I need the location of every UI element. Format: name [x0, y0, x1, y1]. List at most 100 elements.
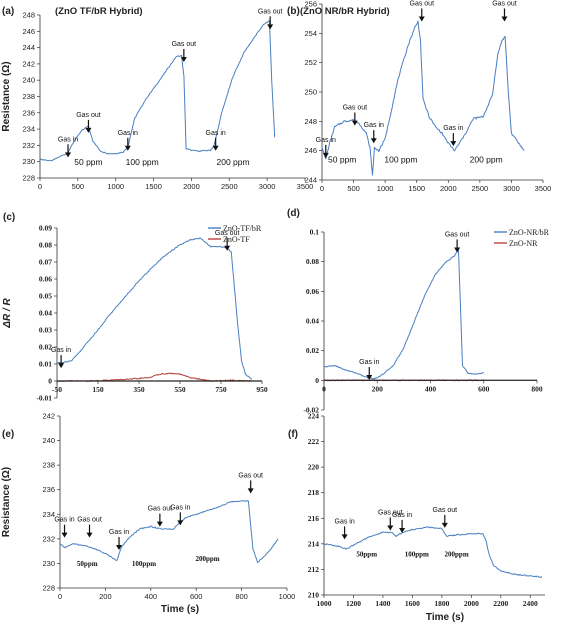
- x-tick-label: 2000: [440, 184, 457, 193]
- y-tick-label: 246: [304, 146, 317, 155]
- y-tick-label: 240: [42, 436, 55, 445]
- annotation-label: Gas out: [258, 8, 283, 15]
- panel-label: (e): [2, 429, 14, 440]
- legend-label: ZnO-TF: [223, 235, 250, 244]
- concentration-label: 200 ppm: [470, 154, 503, 164]
- x-tick-label: 400: [425, 384, 437, 393]
- x-tick-label: 350: [133, 385, 145, 394]
- y-tick-label: 0.1: [310, 228, 320, 237]
- x-tick-label: 1000: [377, 184, 394, 193]
- y-tick-label: 246: [22, 27, 35, 36]
- y-tick-label: 236: [42, 485, 55, 494]
- y-tick-label: 222: [308, 437, 320, 446]
- x-tick-label: 150: [92, 385, 104, 394]
- x-tick-label: 1200: [346, 599, 361, 608]
- arrow-head: [124, 145, 131, 151]
- y-tick-label: 252: [304, 58, 317, 67]
- annotation-label: Gas in: [51, 347, 71, 354]
- arrow-head: [387, 525, 394, 531]
- y-tick-label: 232: [22, 141, 35, 150]
- y-tick-label: -0.02: [303, 406, 319, 415]
- concentration-label: 100ppm: [132, 560, 156, 568]
- y-tick-label: 244: [22, 43, 35, 52]
- x-tick-label: 500: [72, 182, 85, 191]
- x-tick-label: 0: [320, 184, 324, 193]
- x-tick-label: 600: [478, 384, 490, 393]
- y-tick-label: 0.09: [39, 224, 52, 233]
- x-tick-label: 2000: [464, 599, 479, 608]
- annotation-label: Gas in: [392, 512, 412, 519]
- y-tick-label: 256: [304, 0, 317, 9]
- y-tick-label: 248: [304, 117, 317, 126]
- y-tick-label: 210: [308, 591, 320, 600]
- y-tick-label: 238: [42, 461, 55, 470]
- y-tick-label: 0.06: [306, 287, 319, 296]
- concentration-label: 50 ppm: [74, 157, 102, 167]
- x-tick-label: 500: [347, 184, 360, 193]
- annotation-label: Gas out: [410, 0, 435, 7]
- x-tick-label: 800: [235, 592, 248, 601]
- panel-label: (f): [288, 429, 298, 440]
- y-axis-label: Resistance (Ω): [1, 467, 12, 537]
- annotation-label: Gas in: [170, 504, 190, 511]
- y-tick-label: 234: [42, 510, 55, 519]
- y-tick-label: 234: [22, 125, 35, 134]
- x-tick-label: 3000: [503, 184, 520, 193]
- x-tick-label: 1000: [279, 592, 296, 601]
- annotation-label: Gas out: [215, 230, 240, 237]
- x-tick-label: 600: [190, 592, 203, 601]
- x-axis-label: Time (s): [426, 612, 464, 623]
- concentration-label: 200ppm: [445, 551, 469, 559]
- series-line: [39, 20, 276, 162]
- y-axis-label: Resistance (Ω): [1, 61, 12, 131]
- annotation-label: Gas out: [238, 472, 263, 479]
- y-tick-label: 0.03: [39, 326, 52, 335]
- annotation-label: Gas in: [109, 529, 129, 536]
- panel-label: (c): [3, 212, 15, 223]
- arrow-head: [351, 120, 358, 126]
- y-tick-label: 248: [22, 11, 35, 20]
- concentration-label: 100ppm: [405, 551, 429, 559]
- annotation-label: Gas in: [58, 136, 78, 143]
- arrow-head: [370, 138, 377, 144]
- annotation-label: Gas out: [378, 509, 403, 516]
- concentration-label: 200ppm: [195, 555, 219, 563]
- concentration-label: 50 ppm: [328, 154, 356, 164]
- x-tick-label: 3000: [259, 182, 276, 191]
- y-tick-label: 228: [22, 174, 35, 183]
- annotation-label: Gas out: [492, 0, 517, 7]
- y-tick-label: 0: [315, 376, 319, 385]
- annotation-label: Gas out: [76, 112, 101, 119]
- x-tick-label: 750: [215, 385, 227, 394]
- x-tick-label: 800: [531, 384, 543, 393]
- arrow-head: [366, 375, 373, 381]
- y-tick-label: 0: [48, 377, 52, 386]
- panel-label: (d): [287, 208, 300, 219]
- arrow-head: [85, 127, 92, 133]
- concentration-label: 50ppm: [77, 560, 98, 568]
- y-tick-label: 228: [42, 584, 55, 593]
- y-tick-label: 242: [22, 59, 35, 68]
- arrow-head: [61, 532, 68, 538]
- x-tick-label: 3500: [535, 184, 552, 193]
- series-line: [323, 526, 543, 578]
- panel-e: (e) 228 230 232 234 236 238 240 242 0 200 400 600 800…: [1, 412, 295, 616]
- arrow-head: [267, 24, 274, 30]
- y-tick-label: 0.02: [39, 343, 52, 352]
- arrow-head: [247, 488, 254, 494]
- y-tick-label: -0.01: [36, 394, 52, 403]
- legend-label: ZnO-NR/bR: [509, 228, 550, 237]
- y-tick-label: 0.08: [306, 257, 319, 266]
- panel-label: (a): [2, 6, 14, 17]
- arrow-head: [399, 528, 406, 534]
- arrow-head: [86, 532, 93, 538]
- y-axis-label: ΔR / R: [2, 297, 13, 328]
- annotation-label: Gas out: [343, 105, 368, 112]
- concentration-label: 50ppm: [356, 551, 377, 559]
- y-tick-label: 244: [304, 176, 317, 185]
- y-tick-label: 232: [42, 534, 55, 543]
- x-tick-label: 1500: [145, 182, 162, 191]
- y-tick-label: 254: [304, 29, 317, 38]
- panel-d: (d) -0.02 0 0.02 0.04 0.06 0.08 0.1 0 200 400 600 80…: [287, 208, 550, 415]
- concentration-label: 100 ppm: [384, 154, 417, 164]
